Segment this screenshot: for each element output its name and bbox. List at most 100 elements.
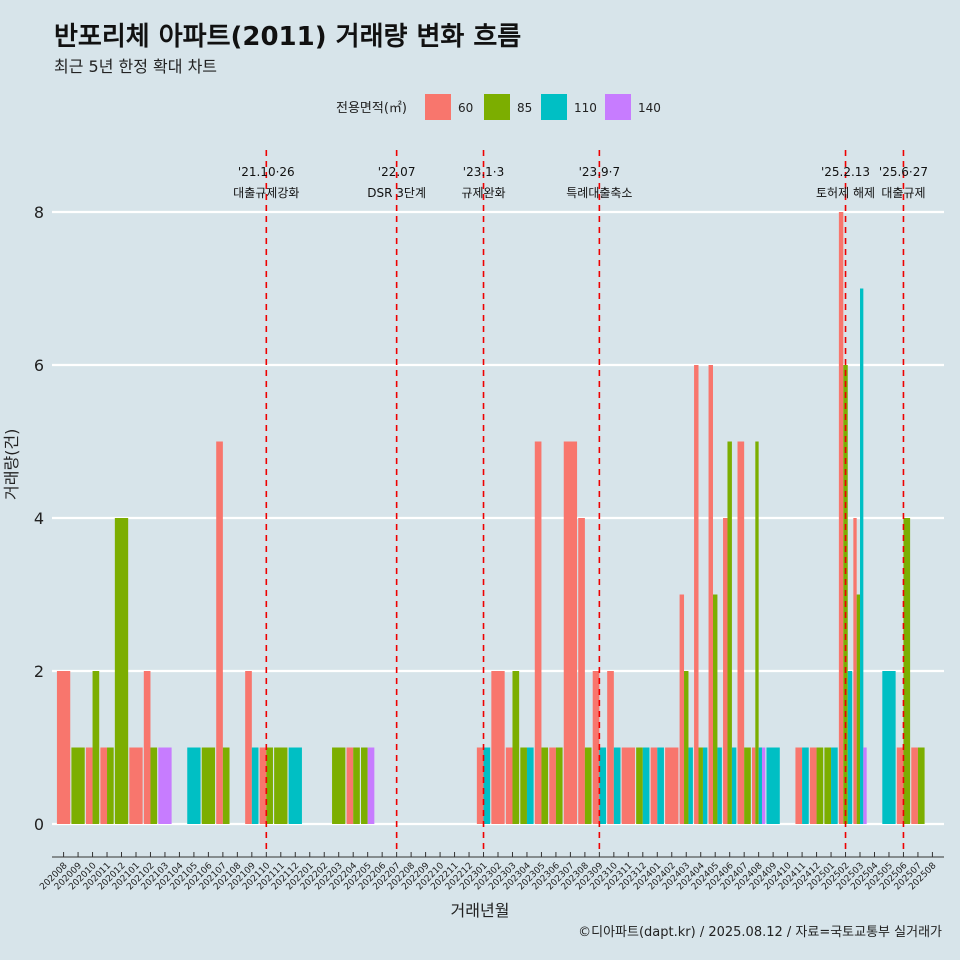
bar-110-202406 <box>731 747 737 824</box>
event-label: 특례대출축소 <box>566 186 632 200</box>
y-tick-label: 8 <box>34 203 44 222</box>
bar-60-202204 <box>346 747 354 824</box>
source-caption: ©디아파트(dapt.kr) / 2025.08.12 / 자료=국토교통부 실… <box>578 925 942 940</box>
bar-85-202506 <box>903 518 911 824</box>
bar-85-202203 <box>332 747 346 824</box>
event-label: DSR 3단계 <box>367 186 426 200</box>
legend-swatch-140 <box>605 94 631 120</box>
bar-60-202402 <box>665 747 679 824</box>
legend: 전용면적(㎡) 60 85 110 140 <box>336 94 661 120</box>
bar-60-202109 <box>245 671 252 824</box>
bar-60-202303 <box>505 747 513 824</box>
bar-60-202407 <box>737 441 745 824</box>
bar-110-202409 <box>766 747 780 824</box>
bar-60-202309 <box>592 671 600 824</box>
bar-85-202107 <box>222 747 230 824</box>
bar-85-202403 <box>684 671 689 824</box>
legend-label: 140 <box>638 101 661 115</box>
bar-85-202503 <box>856 594 861 824</box>
legend-swatch-85 <box>484 94 510 120</box>
bar-60-202011 <box>100 747 108 824</box>
bar-85-202305 <box>541 747 549 824</box>
bar-85-202205 <box>361 747 368 824</box>
event-date: '21.10·26 <box>238 165 295 179</box>
bar-110-202309 <box>599 747 607 824</box>
bar-60-202310 <box>607 671 614 824</box>
bar-60-202302 <box>491 671 505 824</box>
bar-60-202301 <box>476 747 484 824</box>
bar-85-202412 <box>816 747 824 824</box>
bar-85-202405 <box>712 594 718 824</box>
event-label: 대출규제 <box>881 186 925 200</box>
event-label: 규제완화 <box>461 186 505 200</box>
legend-title: 전용면적(㎡) <box>336 101 407 116</box>
bar-110-202105 <box>187 747 201 824</box>
bar-110-202501 <box>831 747 838 824</box>
legend-label: 110 <box>574 101 597 115</box>
chart-title: 반포리체 아파트(2011) 거래량 변화 흐름 <box>54 22 522 52</box>
chart-subtitle: 최근 5년 한정 확대 차트 <box>54 57 218 76</box>
bar-140-202503 <box>863 747 867 824</box>
bar-110-202310 <box>613 747 621 824</box>
bar-60-202506 <box>896 747 904 824</box>
bar-60-202010 <box>85 747 93 824</box>
bar-60-202401 <box>650 747 658 824</box>
bar-85-202102 <box>150 747 158 824</box>
bar-110-202301 <box>483 747 491 824</box>
bar-85-202501 <box>824 747 832 824</box>
bar-110-202502 <box>847 671 853 824</box>
bar-85-202304 <box>520 747 527 824</box>
bar-85-202012 <box>114 518 129 824</box>
bar-85-202408 <box>755 441 759 824</box>
bar-60-202411 <box>795 747 803 824</box>
x-axis-title: 거래년월 <box>450 901 510 920</box>
legend-swatch-60 <box>425 94 451 120</box>
bar-85-202306 <box>555 747 563 824</box>
bar-60-202507 <box>911 747 918 824</box>
bar-85-202111 <box>274 747 288 824</box>
bar-60-202404 <box>694 365 699 824</box>
bar-110-202109 <box>251 747 259 824</box>
event-label: 대출규제강화 <box>233 186 299 200</box>
bar-60-202306 <box>549 747 556 824</box>
bar-110-202408 <box>758 747 762 824</box>
bar-110-202503 <box>860 288 864 824</box>
bar-140-202103 <box>158 747 172 824</box>
bar-85-202407 <box>744 747 751 824</box>
y-tick-label: 0 <box>34 815 44 834</box>
bar-60-202008 <box>56 671 71 824</box>
bar-110-202403 <box>688 747 693 824</box>
event-date: '23.1·3 <box>463 165 504 179</box>
bar-85-202312 <box>636 747 643 824</box>
bar-60-202305 <box>534 441 542 824</box>
bar-110-202312 <box>642 747 650 824</box>
bar-110-202112 <box>288 747 302 824</box>
legend-label: 85 <box>517 101 532 115</box>
legend-label: 60 <box>458 101 473 115</box>
bar-60-202311 <box>621 747 635 824</box>
bar-60-202107 <box>216 441 223 824</box>
bar-85-202404 <box>698 747 703 824</box>
bar-60-202408 <box>751 747 756 824</box>
bar-60-202101 <box>129 747 143 824</box>
y-tick-label: 2 <box>34 662 44 681</box>
bar-140-202205 <box>367 747 375 824</box>
bar-60-202405 <box>708 365 713 824</box>
bar-110-202404 <box>702 747 708 824</box>
bar-85-202204 <box>353 747 360 824</box>
bar-60-202110 <box>259 747 267 824</box>
bar-60-202403 <box>679 594 685 824</box>
bar-85-202009 <box>71 747 85 824</box>
bar-85-202406 <box>727 441 732 824</box>
bar-85-202507 <box>917 747 925 824</box>
event-date: '23.9·7 <box>579 165 620 179</box>
bar-110-202401 <box>657 747 664 824</box>
y-axis-title: 거래량(건) <box>2 428 21 500</box>
bar-60-202503 <box>853 518 857 824</box>
bar-85-202106 <box>201 747 216 824</box>
bar-110-202304 <box>526 747 534 824</box>
bar-60-202308 <box>578 518 585 824</box>
event-date: '22.07 <box>378 165 416 179</box>
bar-85-202011 <box>107 747 114 824</box>
